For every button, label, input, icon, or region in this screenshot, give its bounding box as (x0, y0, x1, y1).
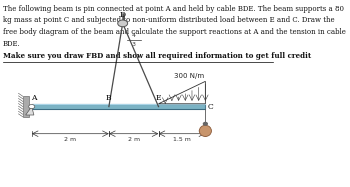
Text: D: D (120, 11, 126, 19)
Text: The following beam is pin connected at point A and held by cable BDE. The beam s: The following beam is pin connected at p… (3, 5, 344, 13)
Text: 3: 3 (132, 42, 136, 47)
Text: C: C (208, 103, 213, 111)
Circle shape (118, 20, 128, 27)
Polygon shape (26, 107, 34, 115)
Text: BDE.: BDE. (3, 40, 21, 48)
Text: E: E (156, 94, 161, 102)
Text: free body diagram of the beam and calculate the support reactions at A and the t: free body diagram of the beam and calcul… (3, 28, 346, 36)
Text: 4: 4 (132, 33, 136, 38)
Circle shape (29, 105, 35, 109)
Text: Make sure you draw FBD and show all required information to get full credit: Make sure you draw FBD and show all requ… (3, 52, 311, 60)
Bar (23, 96, 29, 117)
Circle shape (203, 122, 207, 125)
Text: 2 m: 2 m (128, 137, 140, 142)
Text: 2 m: 2 m (64, 137, 76, 142)
FancyBboxPatch shape (32, 104, 205, 109)
Text: 300 N/m: 300 N/m (174, 73, 204, 79)
Text: A: A (31, 94, 37, 102)
Ellipse shape (199, 125, 211, 137)
Text: 1.5 m: 1.5 m (173, 137, 191, 142)
Text: kg mass at point C and subjected to non-uniform distributed load between E and C: kg mass at point C and subjected to non-… (3, 16, 334, 24)
Text: B: B (106, 94, 112, 102)
